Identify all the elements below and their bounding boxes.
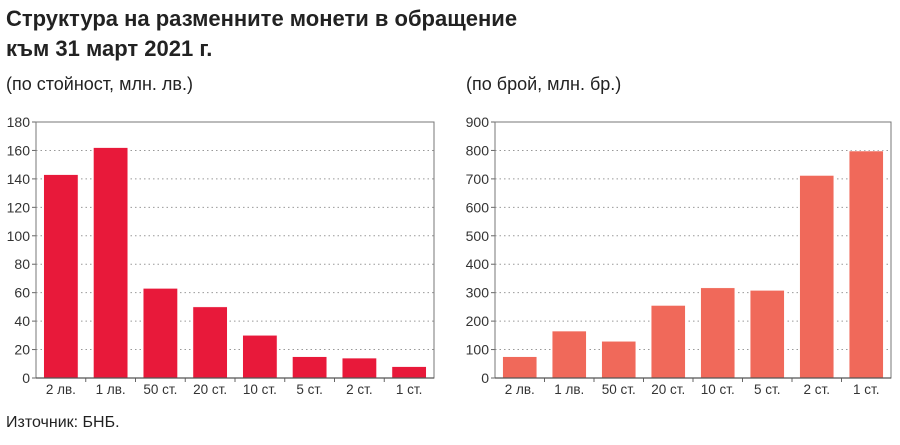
chart0-y-tick-label: 120: [7, 199, 31, 215]
chart1-y-tick-label: 200: [466, 313, 490, 329]
chart1-y-tick-label: 900: [466, 114, 490, 130]
chart1-bar: [749, 290, 785, 379]
chart0-bar: [43, 174, 79, 379]
chart1-bar: [650, 305, 686, 379]
chart1-y-tick-label: 700: [466, 171, 490, 187]
chart0-y-tick-label: 0: [22, 370, 30, 386]
chart0-bar: [142, 288, 178, 379]
chart1-y-tick-label: 600: [466, 199, 490, 215]
chart0-y-tick-label: 140: [7, 171, 31, 187]
chart0-y-tick-label: 100: [7, 228, 31, 244]
source-note: Източник: БНБ.: [6, 414, 120, 431]
chart0-y-tick-label: 40: [14, 313, 30, 329]
chart0-bar: [192, 306, 228, 379]
title-line-1: Структура на разменните монети в обращен…: [6, 6, 518, 31]
chart0-x-tick-label: 50 ст.: [143, 382, 177, 397]
chart1-y-tick-label: 400: [466, 256, 490, 272]
chart0-y-tick-label: 20: [14, 342, 30, 358]
chart1-x-tick-label: 2 лв.: [505, 382, 535, 397]
chart0-bar: [391, 366, 427, 379]
chart1-x-tick-label: 2 ст.: [804, 382, 830, 397]
chart1-y-tick-label: 100: [466, 342, 490, 358]
chart1-bar: [502, 356, 538, 379]
chart0-y-tick-label: 60: [14, 285, 30, 301]
chart0-x-tick-label: 2 ст.: [346, 382, 372, 397]
chart0-y-tick-label: 160: [7, 142, 31, 158]
title-line-2: към 31 март 2021 г.: [6, 36, 213, 61]
chart1-y-tick-label: 0: [481, 370, 489, 386]
chart-title: Структура на разменните монети в обращен…: [6, 4, 517, 64]
chart1-bar: [848, 150, 884, 379]
chart1-x-tick-label: 50 ст.: [602, 382, 636, 397]
chart0-x-tick-label: 1 лв.: [96, 382, 126, 397]
chart1-x-tick-label: 1 лв.: [554, 382, 584, 397]
chart0-x-tick-label: 20 ст.: [193, 382, 227, 397]
chart0-y-tick-label: 180: [7, 114, 31, 130]
right-chart-subtitle: (по брой, млн. бр.): [466, 74, 622, 94]
chart1-bar: [700, 287, 736, 379]
chart1-y-tick-label: 500: [466, 228, 490, 244]
chart0-y-tick-label: 80: [14, 256, 30, 272]
chart1-bar: [799, 175, 835, 379]
chart1-x-tick-label: 5 ст.: [754, 382, 780, 397]
chart1-bar: [551, 330, 587, 379]
chart0-bar: [242, 335, 278, 379]
left-chart-subtitle: (по стойност, млн. лв.): [6, 74, 193, 94]
chart1-x-tick-label: 10 ст.: [701, 382, 735, 397]
chart1-y-tick-label: 300: [466, 285, 490, 301]
chart1-x-tick-label: 20 ст.: [651, 382, 685, 397]
chart0-x-tick-label: 1 ст.: [396, 382, 422, 397]
chart0-x-tick-label: 10 ст.: [243, 382, 277, 397]
chart1-x-tick-label: 1 ст.: [853, 382, 879, 397]
chart1-y-tick-label: 800: [466, 142, 490, 158]
chart0-bar: [341, 357, 377, 379]
chart0-bar: [93, 147, 129, 379]
chart0-x-tick-label: 5 ст.: [296, 382, 322, 397]
chart0-x-tick-label: 2 лв.: [46, 382, 76, 397]
chart1-bar: [601, 341, 637, 379]
chart0-bar: [292, 356, 328, 379]
